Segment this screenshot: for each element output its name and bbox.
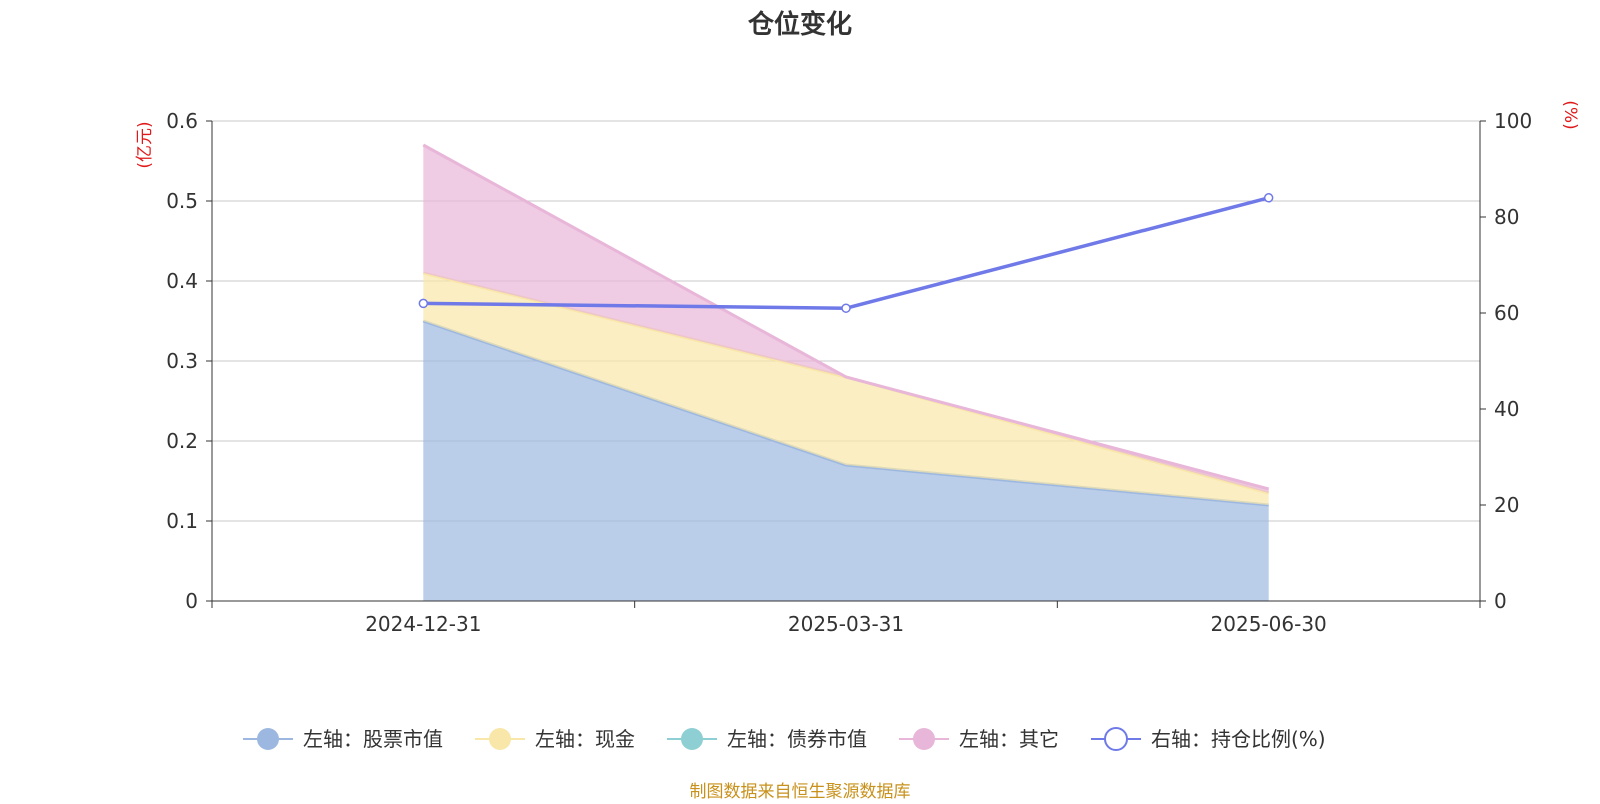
legend-item[interactable]: 右轴：持仓比例(%) (1091, 727, 1326, 751)
right-axis-tick-label: 20 (1494, 493, 1519, 517)
legend-item[interactable]: 左轴：其它 (899, 727, 1059, 751)
legend-marker-circle (489, 728, 511, 750)
legend-item[interactable]: 左轴：股票市值 (243, 727, 443, 751)
right-axis-tick-label: 60 (1494, 301, 1519, 325)
holding-ratio-point (841, 303, 851, 313)
left-axis-tick-label: 0.5 (166, 189, 198, 213)
right-axis-tick-label: 40 (1494, 397, 1519, 421)
left-axis-tick-label: 0.6 (166, 109, 198, 133)
data-source-note: 制图数据来自恒生聚源数据库 (690, 782, 911, 800)
x-axis-tick-label: 2024-12-31 (365, 612, 481, 636)
legend-marker-circle (1104, 727, 1128, 751)
right-axis-tick-label: 100 (1494, 109, 1532, 133)
line-series-layer (418, 193, 1274, 313)
legend-item[interactable]: 左轴：债券市值 (667, 727, 867, 751)
area-series-layer (422, 143, 1270, 601)
holding-ratio-point (1263, 193, 1274, 203)
holding-ratio-point (418, 298, 429, 309)
legend-label: 左轴：股票市值 (303, 727, 443, 751)
right-axis-unit-label: (%) (1560, 100, 1580, 129)
left-axis-tick-label: 0.2 (166, 429, 198, 453)
area-fill-series-0 (423, 321, 1269, 601)
area-fill-series-1 (423, 273, 1269, 505)
legend-item[interactable]: 左轴：现金 (475, 727, 635, 751)
area-line-series-3 (422, 143, 1270, 491)
legend-label: 左轴：其它 (959, 727, 1059, 751)
legend-label: 右轴：持仓比例(%) (1151, 727, 1326, 751)
legend-label: 左轴：债券市值 (727, 727, 867, 751)
legend-label: 左轴：现金 (535, 727, 635, 751)
legend: 左轴：股票市值 左轴：现金 左轴：债券市值 左轴：其它 右轴：持仓比例(%) (243, 727, 1326, 751)
left-axis-unit-label: (亿元) (135, 121, 155, 168)
right-axis-tick-label: 80 (1494, 205, 1519, 229)
x-axis-tick-label: 2025-03-31 (788, 612, 904, 636)
x-axis-tick-label: 2025-06-30 (1211, 612, 1327, 636)
left-axis-tick-label: 0 (185, 589, 198, 613)
left-axis-tick-label: 0.4 (166, 269, 198, 293)
left-axis-tick-label: 0.1 (166, 509, 198, 533)
legend-marker-circle (913, 728, 935, 750)
right-axis-tick-label: 0 (1494, 589, 1507, 613)
legend-marker-circle (681, 728, 703, 750)
chart-title: 仓位变化 (747, 9, 852, 40)
left-axis-tick-label: 0.3 (166, 349, 198, 373)
axes-layer: 0 0.1 0.2 0.3 0.4 0.5 0.6 0 20 40 60 80 100 2024-12-3… (166, 109, 1532, 636)
legend-marker-circle (257, 728, 279, 750)
